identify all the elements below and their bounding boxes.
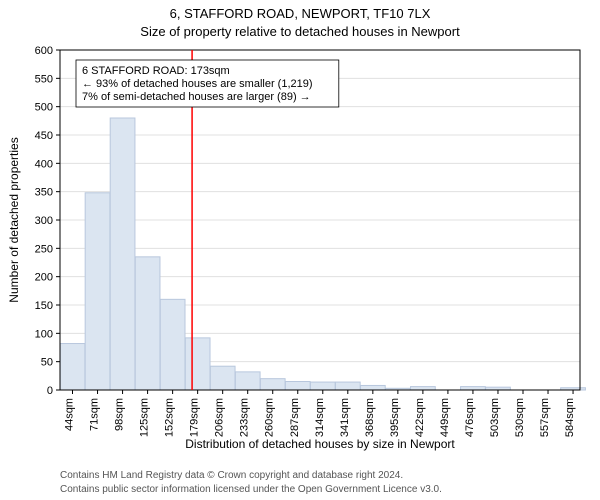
histogram-bar xyxy=(235,372,260,390)
histogram-bar xyxy=(411,387,436,390)
x-tick-label: 179sqm xyxy=(189,398,201,437)
x-tick-label: 476sqm xyxy=(464,398,476,437)
annotation-line: 7% of semi-detached houses are larger (8… xyxy=(82,91,311,103)
x-tick-label: 503sqm xyxy=(489,398,501,437)
y-tick-label: 400 xyxy=(35,158,53,170)
x-tick-label: 287sqm xyxy=(289,398,301,437)
y-tick-label: 100 xyxy=(35,328,53,340)
y-tick-label: 550 xyxy=(35,73,53,85)
y-axis-label: Number of detached properties xyxy=(7,137,21,302)
histogram-bar xyxy=(260,379,285,390)
x-tick-label: 584sqm xyxy=(564,398,576,437)
x-tick-label: 422sqm xyxy=(414,398,426,437)
x-tick-label: 71sqm xyxy=(89,398,101,431)
y-tick-label: 600 xyxy=(35,45,53,57)
histogram-bar xyxy=(160,299,185,390)
x-tick-label: 557sqm xyxy=(539,398,551,437)
x-tick-label: 341sqm xyxy=(339,398,351,437)
histogram-bar xyxy=(210,366,235,390)
x-tick-label: 206sqm xyxy=(214,398,226,437)
attribution-line: Contains public sector information licen… xyxy=(60,484,442,495)
x-tick-label: 125sqm xyxy=(139,398,151,437)
x-tick-label: 368sqm xyxy=(364,398,376,437)
histogram-bar xyxy=(110,118,135,390)
y-tick-label: 450 xyxy=(35,130,53,142)
x-tick-label: 233sqm xyxy=(239,398,251,437)
x-tick-label: 152sqm xyxy=(164,398,176,437)
y-tick-label: 50 xyxy=(41,357,53,369)
histogram-bar xyxy=(85,193,110,390)
y-tick-label: 150 xyxy=(35,300,53,312)
chart-title-main: 6, STAFFORD ROAD, NEWPORT, TF10 7LX xyxy=(170,6,431,21)
chart-title-sub: Size of property relative to detached ho… xyxy=(140,24,460,39)
x-axis-label: Distribution of detached houses by size … xyxy=(185,437,455,451)
y-tick-label: 350 xyxy=(35,187,53,199)
histogram-bar xyxy=(185,338,210,390)
histogram-bar xyxy=(135,257,160,390)
histogram-bar xyxy=(310,382,335,390)
y-tick-label: 300 xyxy=(35,215,53,227)
histogram-bar xyxy=(461,387,486,390)
histogram-bar xyxy=(335,382,360,390)
histogram-bar xyxy=(285,382,310,391)
annotation-line: ← 93% of detached houses are smaller (1,… xyxy=(82,78,313,90)
y-tick-label: 250 xyxy=(35,243,53,255)
x-tick-label: 449sqm xyxy=(439,398,451,437)
histogram-chart: 0 50 100 150 200 250 300 350 400 450 500 550 600 44sq… xyxy=(0,0,600,500)
y-tick-label: 0 xyxy=(47,385,53,397)
histogram-bar xyxy=(60,344,85,390)
y-tick-label: 200 xyxy=(35,272,53,284)
annotation-line: 6 STAFFORD ROAD: 173sqm xyxy=(82,65,230,77)
x-tick-label: 314sqm xyxy=(314,398,326,437)
x-tick-label: 98sqm xyxy=(114,398,126,431)
histogram-bar xyxy=(360,385,385,390)
x-tick-label: 260sqm xyxy=(264,398,276,437)
y-tick-label: 500 xyxy=(35,102,53,114)
x-tick-label: 395sqm xyxy=(389,398,401,437)
x-tick-label: 44sqm xyxy=(64,398,76,431)
x-tick-label: 530sqm xyxy=(514,398,526,437)
attribution-line: Contains HM Land Registry data © Crown c… xyxy=(60,470,403,481)
